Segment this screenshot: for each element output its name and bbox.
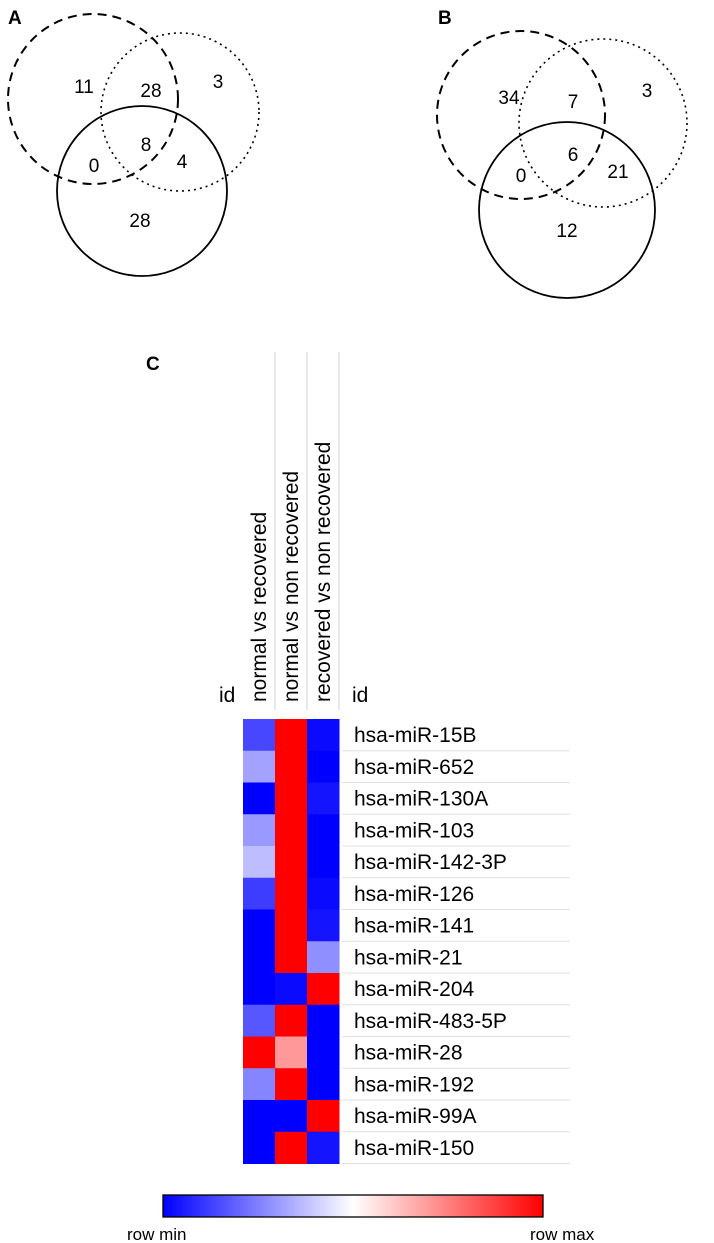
heatmap-cell [243,750,276,783]
heatmap-cell [307,846,340,879]
heatmap-cell [275,1100,308,1133]
venn-b-dashed-dotted: 7 [568,92,579,113]
heatmap-cell [307,782,340,815]
heatmap-cell [307,814,340,847]
venn-a-dashed-circle [7,13,179,185]
venn-a-dashed-solid: 0 [89,156,100,177]
heatmap-cell [275,1036,308,1069]
venn-b-dotted-circle [518,38,688,208]
heatmap-cells [243,719,340,1164]
heatmap-cell [307,1100,340,1133]
venn-a-all-three: 8 [141,135,152,156]
legend-max-label: row max [530,1225,595,1243]
venn-b-solid-only: 12 [556,221,577,242]
venn-b-dashed-circle [436,30,606,200]
row-label: hsa-miR-204 [354,978,475,1001]
venn-a-solid-circle [56,105,228,277]
panel-a-label: A [8,8,22,29]
heatmap-cell [243,909,276,942]
row-label: hsa-miR-150 [354,1137,474,1160]
venn-b-dotted-solid: 21 [607,162,628,183]
column-header: recovered vs non recovered [312,442,335,702]
panel-b-label: B [438,8,452,29]
heatmap-cell [275,1068,308,1101]
heatmap-cell [275,1004,308,1037]
venn-a-dashed-dotted: 28 [140,81,161,102]
heatmap-cell [275,719,308,752]
venn-a-solid-only: 28 [129,211,150,232]
heatmap-cell [275,846,308,879]
heatmap-cell [307,1068,340,1101]
row-labels: hsa-miR-15B hsa-miR-652 hsa-miR-130A hsa-mi… [342,724,570,1164]
row-label: hsa-miR-130A [354,788,488,811]
venn-b-dashed-solid: 0 [516,166,527,187]
venn-a-dashed-only: 11 [74,77,94,98]
heatmap-cell [243,782,276,815]
heatmap-cell [307,941,340,974]
heatmap-cell [275,750,308,783]
legend-min-label: row min [127,1225,187,1243]
row-label: hsa-miR-103 [354,819,474,842]
legend-gradient-bar [162,1194,544,1218]
heatmap-cell [307,877,340,910]
venn-a: A 11 28 3 0 8 4 28 [7,8,260,277]
row-label: hsa-miR-192 [354,1073,474,1096]
corner-id-label: id [219,684,235,707]
venn-a-dotted-solid: 4 [177,152,188,173]
heatmap-cell [243,1036,276,1069]
row-label: hsa-miR-652 [354,756,474,779]
heatmap-cell [307,973,340,1006]
row-header-id-label: id [352,684,368,707]
heatmap: C normal vs recovered normal vs non recov… [146,352,570,1164]
heatmap-cell [275,909,308,942]
column-header: normal vs recovered [248,512,271,702]
heatmap-cell [243,941,276,974]
venn-b-dotted-only: 3 [642,81,653,102]
heatmap-cell [307,1131,340,1164]
venn-a-dotted-circle [100,32,260,192]
heatmap-cell [243,1004,276,1037]
heatmap-cell [275,814,308,847]
venn-a-dotted-only: 3 [213,72,224,93]
row-label: hsa-miR-15B [354,724,477,747]
heatmap-cell [243,719,276,752]
row-label: hsa-miR-483-5P [354,1010,507,1033]
heatmap-cell [275,1131,308,1164]
row-label: hsa-miR-126 [354,883,474,906]
heatmap-cell [243,877,276,910]
heatmap-cell [243,1068,276,1101]
heatmap-cell [243,1100,276,1133]
venn-b-solid-circle [478,121,656,299]
venn-b-all-three: 6 [568,145,579,166]
heatmap-cell [307,719,340,752]
venn-b: B 34 7 3 0 6 21 12 [436,8,688,299]
color-legend: row min row max [127,1194,595,1243]
heatmap-cell [307,750,340,783]
heatmap-cell [275,877,308,910]
column-header: normal vs non recovered [280,471,303,702]
column-headers: normal vs recovered normal vs non recover… [248,352,340,710]
heatmap-cell [307,1036,340,1069]
row-label: hsa-miR-99A [354,1105,477,1128]
heatmap-cell [275,973,308,1006]
heatmap-cell [243,846,276,879]
heatmap-cell [307,1004,340,1037]
heatmap-cell [243,973,276,1006]
panel-c-label: C [146,354,160,375]
heatmap-cell [275,782,308,815]
row-label: hsa-miR-141 [354,915,474,938]
heatmap-cell [243,1131,276,1164]
row-label: hsa-miR-21 [354,946,463,969]
row-label: hsa-miR-28 [354,1042,463,1065]
heatmap-cell [275,941,308,974]
venn-b-dashed-only: 34 [498,88,520,109]
heatmap-cell [307,909,340,942]
heatmap-cell [243,814,276,847]
row-label: hsa-miR-142-3P [354,851,507,874]
